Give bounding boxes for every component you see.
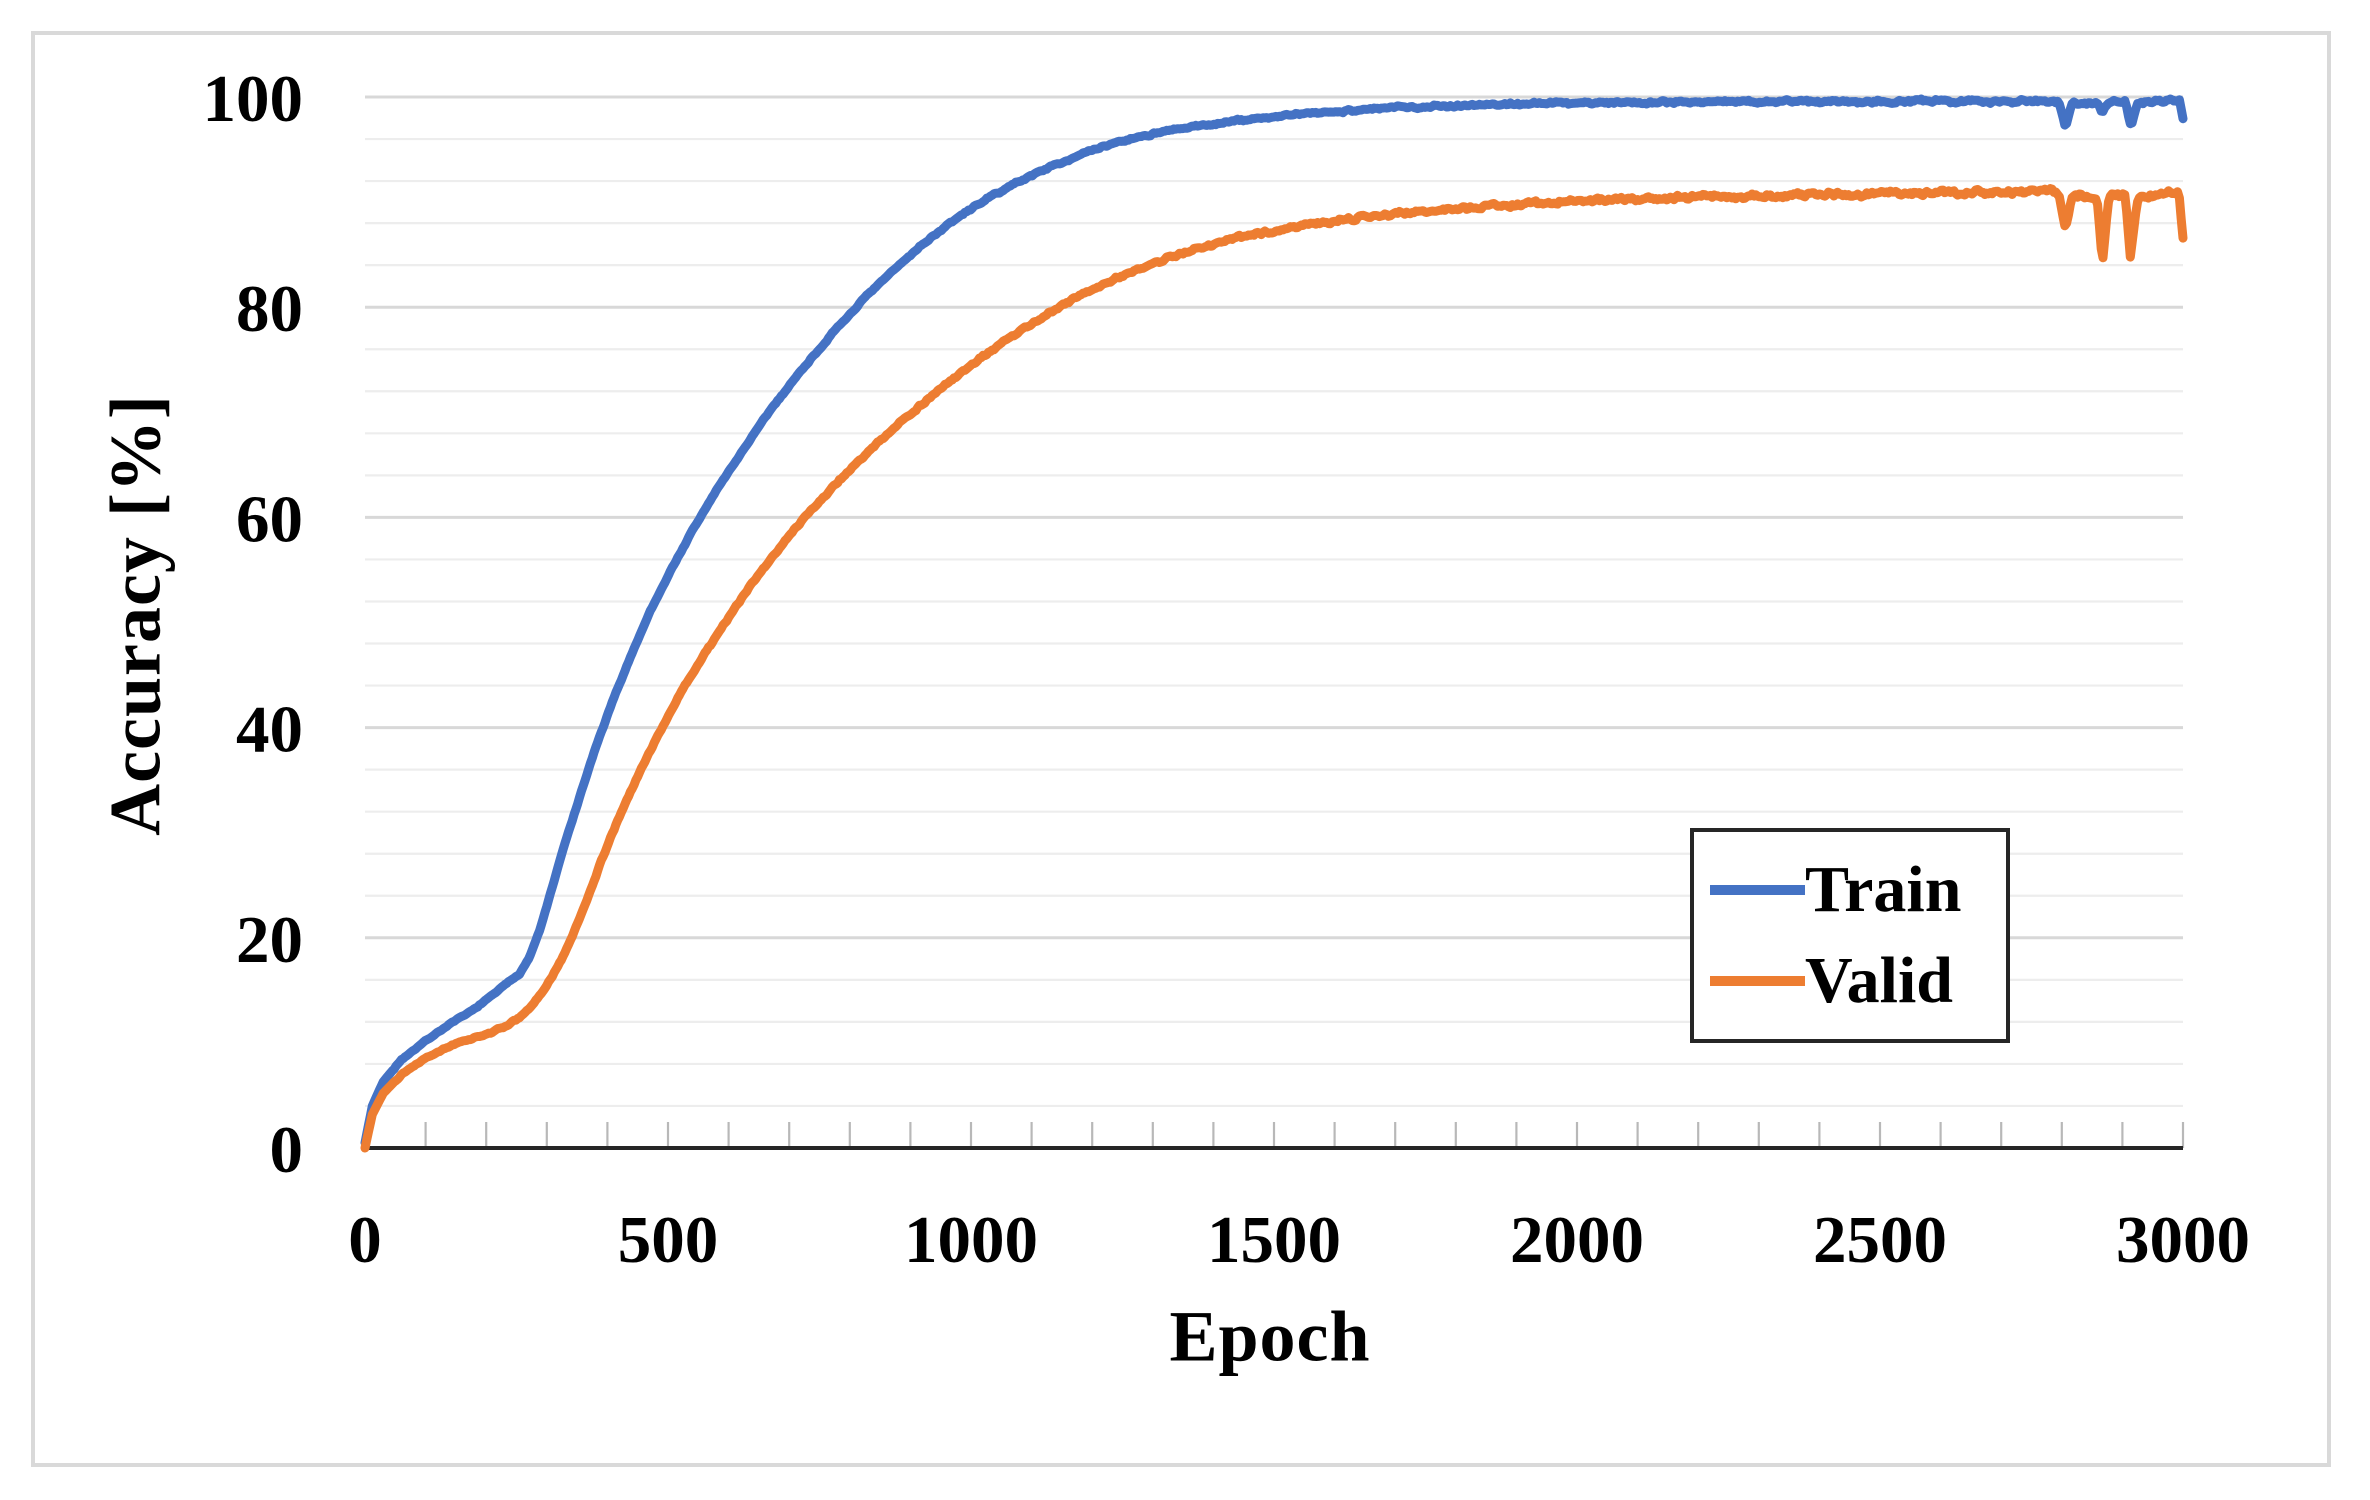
y-axis-title: Accuracy [%] — [95, 394, 176, 836]
y-tick-label: 20 — [236, 903, 303, 977]
x-tick-label: 2500 — [1813, 1203, 1947, 1277]
x-tick-label: 500 — [618, 1203, 719, 1277]
figure-border — [31, 31, 2331, 1467]
y-tick-label: 100 — [203, 62, 304, 136]
x-tick-label: 1000 — [904, 1203, 1038, 1277]
legend-label-valid: Valid — [1805, 944, 1953, 1017]
x-axis-tick-marks — [424, 1122, 2185, 1148]
legend-label-train: Train — [1805, 853, 1962, 926]
train-series-line — [360, 94, 2188, 1148]
legend-entry-train: Train — [1694, 857, 2006, 923]
train-line-swatch — [1710, 885, 1805, 895]
y-tick-label: 60 — [236, 482, 303, 556]
valid-line-swatch — [1710, 976, 1805, 986]
y-tick-label: 40 — [236, 693, 303, 767]
legend-entry-valid: Valid — [1694, 948, 2006, 1014]
legend-box: Train Valid — [1690, 828, 2010, 1043]
x-axis-title: Epoch — [1169, 1296, 1371, 1377]
y-tick-label: 0 — [270, 1113, 304, 1187]
x-axis-tick-labels: 0 500 1000 1500 2000 2500 3000 — [348, 1203, 2250, 1277]
x-tick-label: 3000 — [2116, 1203, 2250, 1277]
x-tick-label: 1500 — [1207, 1203, 1341, 1277]
y-tick-label: 80 — [236, 272, 303, 346]
x-tick-label: 0 — [348, 1203, 382, 1277]
valid-series-line — [360, 184, 2188, 1153]
y-axis-tick-labels: 0 20 40 60 80 100 — [203, 62, 304, 1187]
x-tick-label: 2000 — [1510, 1203, 1644, 1277]
